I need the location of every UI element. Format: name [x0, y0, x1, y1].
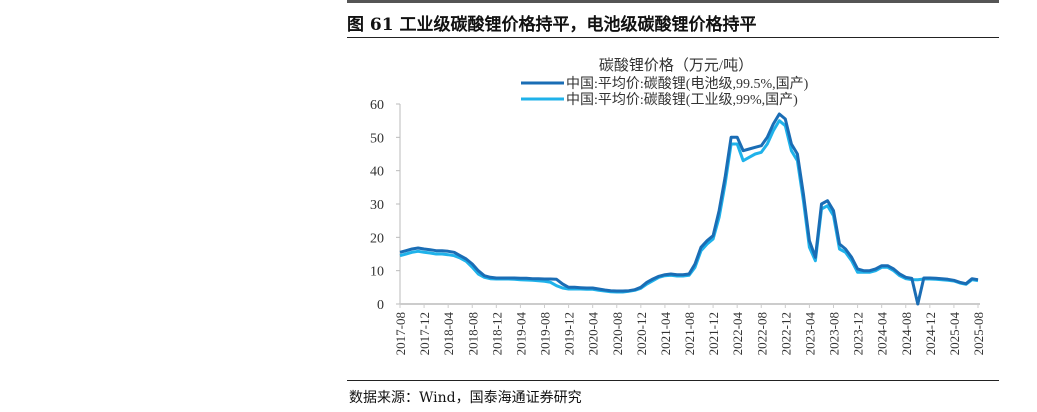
- footer-rule: [347, 380, 999, 381]
- x-tick-label: 2018-08: [465, 312, 480, 355]
- title-rule: [347, 37, 999, 38]
- source-note: 数据来源：Wind，国泰海通证券研究: [349, 390, 582, 406]
- x-tick-label: 2017-12: [417, 312, 432, 355]
- legend-label-industrial: 中国:平均价:碳酸锂(工业级,99%,国产): [566, 92, 798, 108]
- x-tick-label: 2021-12: [706, 312, 721, 355]
- y-tick-label: 10: [370, 265, 384, 280]
- y-tick-label: 0: [377, 298, 384, 313]
- x-tick-label: 2019-04: [513, 312, 528, 356]
- x-tick-label: 2021-08: [682, 312, 697, 355]
- x-tick-label: 2025-04: [947, 312, 962, 356]
- x-tick-label: 2018-12: [489, 312, 504, 355]
- y-tick-label: 50: [370, 131, 384, 146]
- x-tick-label: 2023-04: [802, 312, 817, 356]
- x-tick-label: 2020-08: [610, 312, 625, 355]
- top-rule: [347, 0, 999, 3]
- x-tick-label: 2024-04: [875, 312, 890, 356]
- x-tick-label: 2019-12: [562, 312, 577, 355]
- chart-title: 碳酸锂价格（万元/吨）: [599, 57, 753, 74]
- x-tick-label: 2023-12: [851, 312, 866, 355]
- x-tick-label: 2018-04: [441, 312, 456, 356]
- x-tick-label: 2023-08: [827, 312, 842, 355]
- x-tick-label: 2021-04: [658, 312, 673, 356]
- x-tick-label: 2020-12: [634, 312, 649, 355]
- series-line-battery-grade: [399, 112, 979, 306]
- y-tick-label: 40: [370, 165, 384, 180]
- x-tick-label: 2020-04: [586, 312, 601, 356]
- legend-label-battery: 中国:平均价:碳酸锂(电池级,99.5%,国产): [566, 76, 809, 92]
- x-tick-label: 2019-08: [538, 312, 553, 355]
- x-tick-label: 2022-12: [778, 312, 793, 355]
- y-tick-label: 20: [370, 231, 384, 246]
- x-tick-label: 2022-08: [754, 312, 769, 355]
- y-tick-label: 30: [370, 198, 384, 213]
- x-tick-label: 2017-08: [393, 312, 408, 355]
- legend: 中国:平均价:碳酸锂(电池级,99.5%,国产) 中国:平均价:碳酸锂(工业级,…: [521, 76, 809, 108]
- x-tick-label: 2025-08: [971, 312, 986, 355]
- y-tick-label: 60: [370, 98, 384, 113]
- figure-title: 图 61 工业级碳酸锂价格持平，电池级碳酸锂价格持平: [347, 15, 757, 35]
- x-tick-label: 2024-12: [923, 312, 938, 355]
- x-tick-label: 2024-08: [899, 312, 914, 355]
- x-tick-label: 2022-04: [730, 312, 745, 356]
